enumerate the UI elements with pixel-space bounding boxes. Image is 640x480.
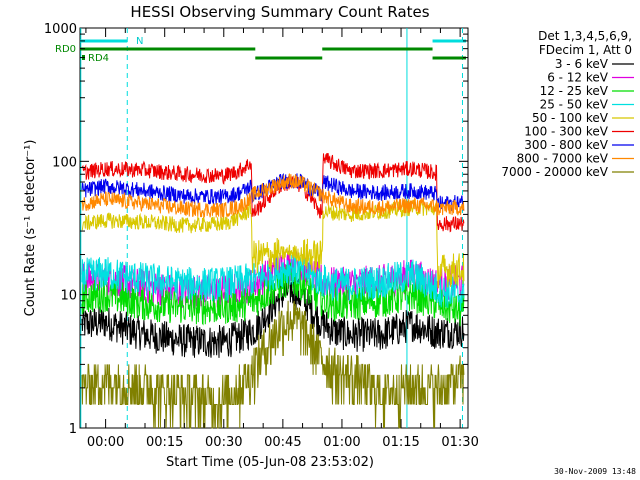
y-tick-label: 1	[69, 422, 77, 437]
chart-title: HESSI Observing Summary Count Rates	[130, 3, 429, 21]
series-line-6	[81, 153, 465, 233]
y-tick-label: 100	[52, 155, 77, 170]
y-tick-label: 10	[60, 289, 77, 304]
y-tick-label: 1000	[44, 22, 77, 37]
series-line-8	[81, 173, 465, 219]
legend-label-5: 50 - 100 keV	[532, 111, 609, 125]
x-tick-label: 01:00	[323, 435, 360, 450]
y-axis: 1 10 100 1000	[44, 22, 468, 437]
x-tick-label: 01:30	[441, 435, 478, 450]
legend-label-9: 7000 - 20000 keV	[501, 165, 608, 179]
x-tick-label: 00:45	[264, 435, 301, 450]
legend-label-2: 6 - 12 keV	[547, 71, 609, 85]
vertical-markers	[80, 28, 463, 428]
x-axis: 00:00 00:15 00:30 00:45 01:00 01:15 01:30	[85, 28, 479, 450]
legend-label-4: 25 - 50 keV	[540, 98, 609, 112]
series-line-4	[81, 252, 465, 311]
n-flag-label: N	[136, 36, 143, 47]
legend-label-1: 3 - 6 keV	[555, 57, 609, 71]
x-axis-label: Start Time (05-Jun-08 23:53:02)	[166, 455, 374, 470]
series-lines	[81, 153, 465, 429]
series-line-9	[81, 300, 465, 429]
x-tick-label: 00:15	[146, 435, 183, 450]
legend-label-3: 12 - 25 keV	[540, 84, 609, 98]
legend-label-8: 800 - 7000 keV	[517, 152, 609, 166]
series-line-7	[81, 173, 465, 212]
y-axis-label: Count Rate (s⁻¹ detector⁻¹)	[23, 140, 38, 317]
legend-label-7: 300 - 800 keV	[524, 138, 608, 152]
plot-frame	[79, 27, 469, 429]
legend-header-2: FDecim 1, Att 0	[539, 43, 632, 57]
legend-header-1: Det 1,3,4,5,6,9,	[538, 29, 632, 43]
flag-bars	[80, 39, 467, 60]
x-tick-label: 00:30	[205, 435, 242, 450]
rd4-label: RD4	[88, 53, 109, 64]
rd0-label: RD0	[55, 44, 76, 55]
footer-timestamp: 30-Nov-2009 13:48	[554, 467, 636, 476]
legend-label-6: 100 - 300 keV	[524, 125, 608, 139]
x-tick-label: 01:15	[382, 435, 419, 450]
legend: Det 1,3,4,5,6,9, FDecim 1, Att 0 3 - 6 k…	[501, 29, 634, 179]
x-tick-label: 00:00	[87, 435, 124, 450]
